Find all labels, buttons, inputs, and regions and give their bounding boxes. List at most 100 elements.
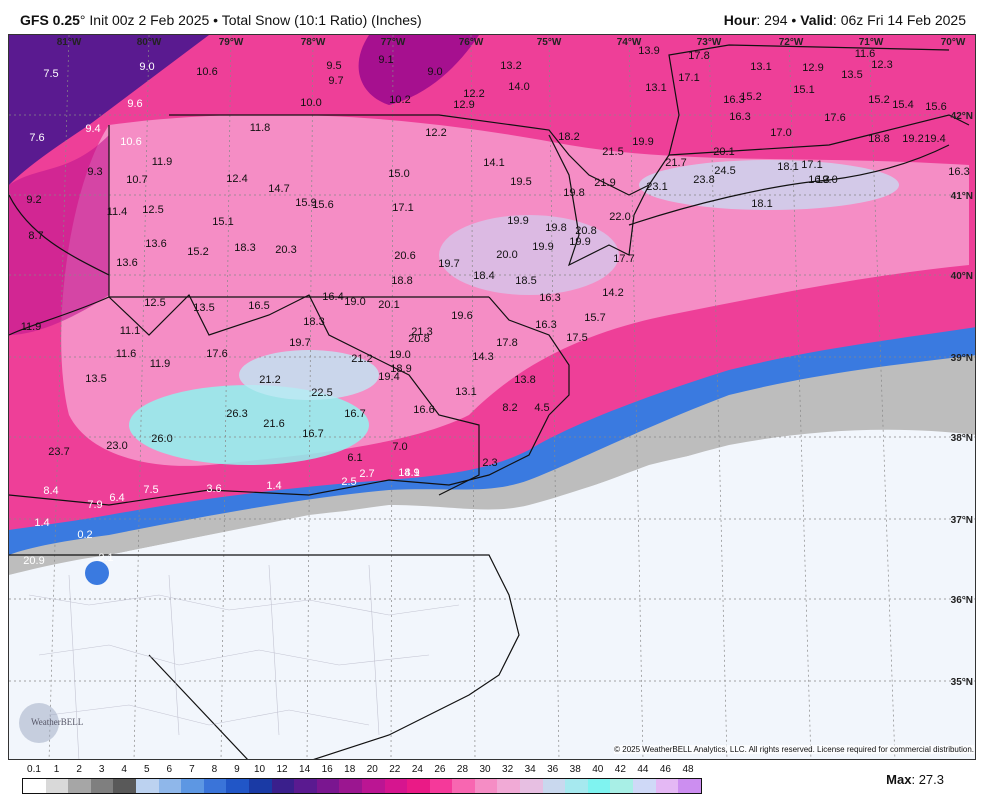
snow-value-label: 23.8: [693, 174, 714, 186]
lon-tick: 76°W: [459, 37, 484, 48]
snow-value-label: 6.4: [109, 492, 124, 504]
snow-value-label: 12.9: [453, 99, 474, 111]
snow-value-label: 16.5: [248, 300, 269, 312]
snow-value-label: 19.8: [563, 187, 584, 199]
snow-value-label: 15.1: [212, 216, 233, 228]
snow-value-label: 19.5: [510, 176, 531, 188]
legend-label: 7: [189, 764, 195, 775]
snow-value-label: 18.2: [558, 131, 579, 143]
snow-value-label: 10.6: [196, 66, 217, 78]
lat-ticks: 42°N 41°N 40°N 39°N 38°N 37°N 36°N 35°N: [951, 111, 973, 688]
legend-label: 36: [547, 764, 559, 775]
header: GFS 0.25° Init 00z 2 Feb 2025 • Total Sn…: [0, 0, 984, 34]
snow-value-label: 19.0: [344, 296, 365, 308]
snow-value-label: 18.8: [391, 275, 412, 287]
snow-value-label: 20.1: [713, 146, 734, 158]
snow-value-label: 15.9: [295, 197, 316, 209]
snow-value-label: 18.1: [777, 161, 798, 173]
legend-label: 4: [121, 764, 127, 775]
snow-value-label: 15.2: [187, 246, 208, 258]
hour-label: Hour: [723, 12, 757, 28]
snow-value-label: 20.6: [394, 250, 415, 262]
legend-label: 28: [456, 764, 469, 775]
legend-swatch: [384, 779, 408, 793]
legend-label: 14: [299, 764, 311, 775]
snow-value-label: 23.0: [106, 440, 127, 452]
legend-label: 12: [276, 764, 288, 775]
degree-symbol: °: [79, 12, 86, 28]
snow-value-label: 1.4: [266, 480, 281, 492]
snow-value-label: 20.8: [408, 333, 429, 345]
snow-value-label: 3.6: [206, 483, 221, 495]
snow-value-label: 14.1: [398, 467, 419, 479]
legend-swatch: [610, 779, 634, 793]
legend-label: 10: [253, 764, 266, 775]
legend-swatch: [520, 779, 543, 793]
snow-value-label: 9.4: [85, 123, 100, 135]
run-description: Init 00z 2 Feb 2025 • Total Snow (10:1 R…: [89, 12, 422, 28]
max-label-text: Max: [886, 772, 912, 787]
legend-swatch: [158, 779, 182, 793]
snow-value-label: 11.1: [120, 325, 141, 337]
snow-value-label: 19.7: [289, 337, 310, 349]
snow-value-label: 7.6: [29, 132, 44, 144]
snow-value-label: 4.5: [534, 402, 549, 414]
snow-value-label: 23.7: [48, 446, 69, 458]
max-snow-patch-1: [129, 385, 369, 465]
snow-value-label: 13.2: [500, 60, 521, 72]
max-value: : 27.3: [911, 772, 944, 787]
snow-value-label: 14.7: [268, 183, 289, 195]
legend-swatch: [294, 779, 317, 793]
snow-value-label: 17.1: [392, 202, 413, 214]
snow-value-label: 12.5: [144, 297, 165, 309]
snow-value-label: 9.7: [328, 75, 343, 87]
snow-value-label: 17.5: [566, 332, 587, 344]
snow-value-label: 16.3: [535, 319, 556, 331]
light-snow-band: [9, 335, 975, 575]
legend-swatch: [45, 779, 69, 793]
snow-value-label: 15.2: [868, 94, 889, 106]
lon-tick: 71°W: [859, 37, 884, 48]
legend-swatch: [361, 779, 385, 793]
legend-swatch: [203, 779, 227, 793]
snow-value-label: 11.9: [152, 156, 173, 168]
snow-value-label: 22.0: [609, 211, 630, 223]
lat-tick: 41°N: [951, 191, 973, 202]
snow-value-label: 19.6: [451, 310, 472, 322]
snow-value-label: 12.3: [871, 59, 892, 71]
snow-value-label: 21.2: [259, 374, 280, 386]
snow-value-label: 11.9: [21, 321, 42, 333]
legend-swatch: [565, 779, 588, 793]
snow-value-label: 18.3: [303, 316, 324, 328]
snow-value-label: 15.6: [925, 101, 946, 113]
legend-swatch: [587, 779, 611, 793]
snow-value-label: 1.4: [34, 517, 49, 529]
snowfall-map[interactable]: 81°W 80°W 79°W 78°W 77°W 76°W 75°W 74°W …: [8, 34, 976, 760]
legend-swatch: [339, 779, 362, 793]
model-name: GFS 0.25: [20, 12, 80, 28]
snow-value-label: 19.8: [545, 222, 566, 234]
snow-value-label: 15.1: [793, 84, 814, 96]
blue-snow-band: [9, 325, 975, 555]
snow-value-label: 24.5: [714, 165, 735, 177]
legend-swatch: [474, 779, 498, 793]
snow-value-label: 2.7: [359, 468, 374, 480]
legend-swatch: [135, 779, 159, 793]
legend-label: 46: [659, 764, 671, 775]
valid-time: Hour: 294 • Valid: 06z Fri 14 Feb 2025: [724, 12, 966, 28]
snow-value-label: 18.9: [390, 363, 411, 375]
county-lines: [28, 564, 460, 759]
legend-label: 22: [389, 764, 401, 775]
legend-label: 32: [502, 764, 514, 775]
snow-value-label: 12.2: [463, 88, 484, 100]
legend-label: 9: [234, 764, 240, 775]
snow-value-label: 21.3: [411, 326, 432, 338]
legend-label: 1: [53, 764, 60, 775]
snow-value-label: 21.7: [665, 157, 686, 169]
snow-value-label: 21.9: [594, 177, 615, 189]
snow-value-label: 8.2: [502, 402, 517, 414]
lon-tick: 81°W: [57, 37, 82, 48]
snow-value-label: 2.3: [482, 457, 497, 469]
snow-value-label: 16.7: [302, 428, 323, 440]
map-svg: 81°W 80°W 79°W 78°W 77°W 76°W 75°W 74°W …: [9, 35, 975, 759]
